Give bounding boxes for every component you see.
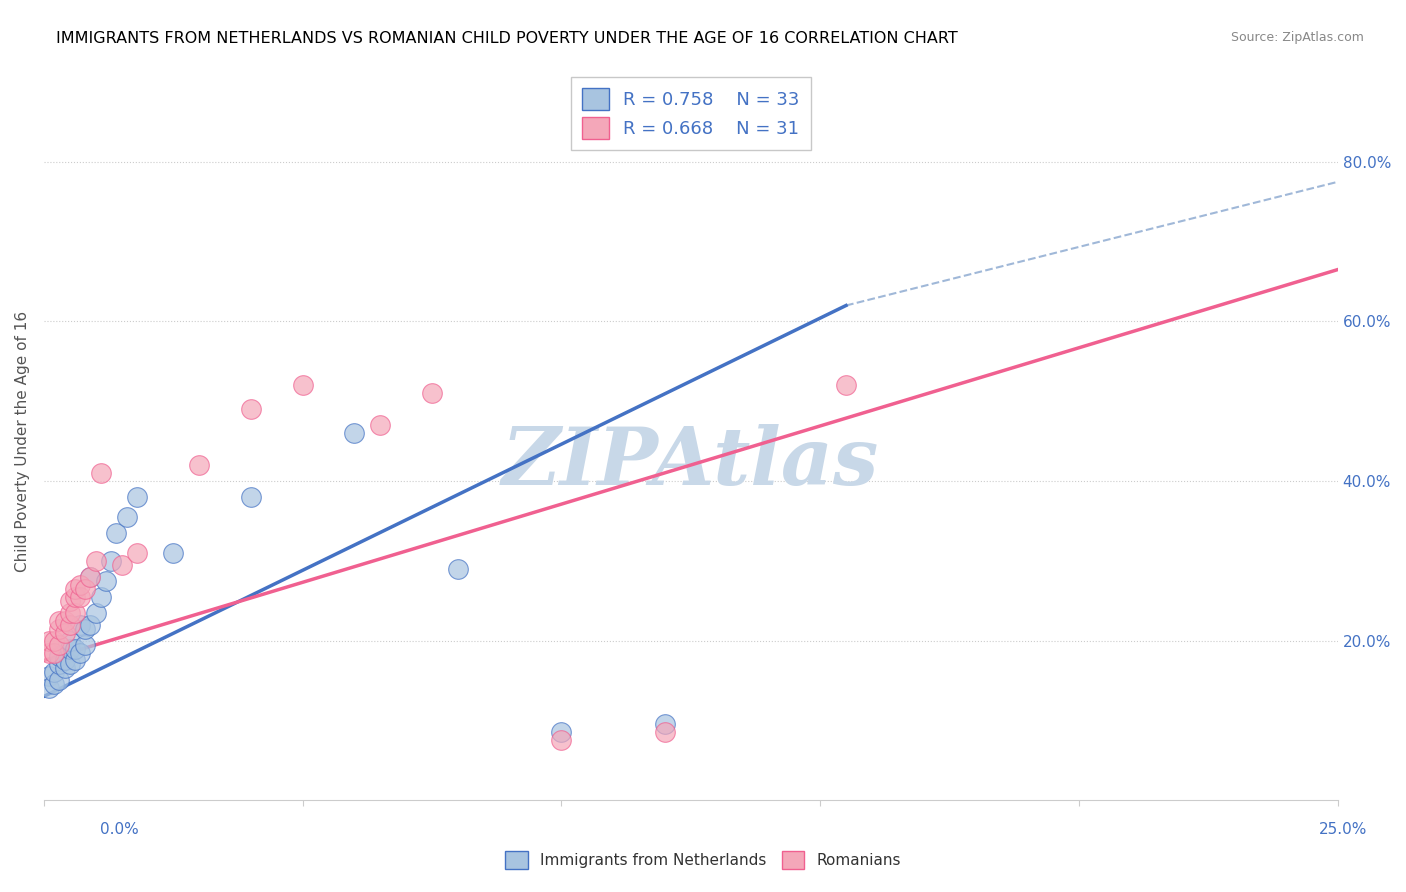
Point bbox=[63, 582, 86, 596]
Point bbox=[69, 646, 91, 660]
Point bbox=[63, 653, 86, 667]
Point bbox=[105, 525, 128, 540]
Text: ZIPAtlas: ZIPAtlas bbox=[502, 424, 879, 501]
Point bbox=[550, 733, 572, 747]
Point bbox=[48, 622, 70, 636]
Point bbox=[48, 673, 70, 688]
Point bbox=[110, 558, 132, 572]
Point bbox=[53, 625, 76, 640]
Point bbox=[368, 418, 391, 433]
Point bbox=[79, 570, 101, 584]
Text: Source: ZipAtlas.com: Source: ZipAtlas.com bbox=[1230, 31, 1364, 45]
Legend: Immigrants from Netherlands, Romanians: Immigrants from Netherlands, Romanians bbox=[499, 845, 907, 875]
Point bbox=[125, 490, 148, 504]
Point bbox=[90, 466, 112, 480]
Point bbox=[69, 617, 91, 632]
Text: 0.0%: 0.0% bbox=[100, 822, 139, 837]
Point bbox=[835, 378, 858, 392]
Text: IMMIGRANTS FROM NETHERLANDS VS ROMANIAN CHILD POVERTY UNDER THE AGE OF 16 CORREL: IMMIGRANTS FROM NETHERLANDS VS ROMANIAN … bbox=[56, 31, 957, 46]
Point bbox=[291, 378, 314, 392]
Point bbox=[125, 546, 148, 560]
Point bbox=[115, 509, 138, 524]
Point bbox=[550, 725, 572, 739]
Point bbox=[59, 606, 82, 620]
Point bbox=[90, 590, 112, 604]
Point bbox=[100, 554, 122, 568]
Point bbox=[79, 570, 101, 584]
Point bbox=[239, 402, 262, 417]
Point bbox=[48, 657, 70, 672]
Text: 25.0%: 25.0% bbox=[1319, 822, 1367, 837]
Point bbox=[59, 633, 82, 648]
Point bbox=[59, 617, 82, 632]
Point bbox=[63, 641, 86, 656]
Point bbox=[44, 633, 66, 648]
Point bbox=[38, 633, 60, 648]
Point bbox=[59, 641, 82, 656]
Y-axis label: Child Poverty Under the Age of 16: Child Poverty Under the Age of 16 bbox=[15, 310, 30, 572]
Point bbox=[188, 458, 211, 472]
Point bbox=[59, 593, 82, 607]
Point bbox=[343, 426, 366, 441]
Point bbox=[654, 725, 676, 739]
Point bbox=[75, 582, 97, 596]
Point bbox=[53, 653, 76, 667]
Point bbox=[75, 638, 97, 652]
Point bbox=[38, 646, 60, 660]
Point bbox=[84, 606, 107, 620]
Legend: R = 0.758    N = 33, R = 0.668    N = 31: R = 0.758 N = 33, R = 0.668 N = 31 bbox=[571, 77, 810, 150]
Point bbox=[162, 546, 184, 560]
Point bbox=[239, 490, 262, 504]
Point bbox=[38, 669, 60, 683]
Point bbox=[447, 562, 470, 576]
Point bbox=[420, 386, 443, 401]
Point bbox=[48, 649, 70, 664]
Point bbox=[63, 606, 86, 620]
Point bbox=[69, 577, 91, 591]
Point bbox=[84, 554, 107, 568]
Point bbox=[44, 646, 66, 660]
Point bbox=[94, 574, 117, 588]
Point bbox=[38, 681, 60, 696]
Point bbox=[63, 590, 86, 604]
Point bbox=[44, 665, 66, 680]
Point bbox=[48, 638, 70, 652]
Point bbox=[53, 614, 76, 628]
Point bbox=[75, 622, 97, 636]
Point bbox=[44, 677, 66, 691]
Point bbox=[69, 590, 91, 604]
Point bbox=[79, 617, 101, 632]
Point bbox=[53, 661, 76, 675]
Point bbox=[654, 717, 676, 731]
Point bbox=[48, 614, 70, 628]
Point bbox=[59, 657, 82, 672]
